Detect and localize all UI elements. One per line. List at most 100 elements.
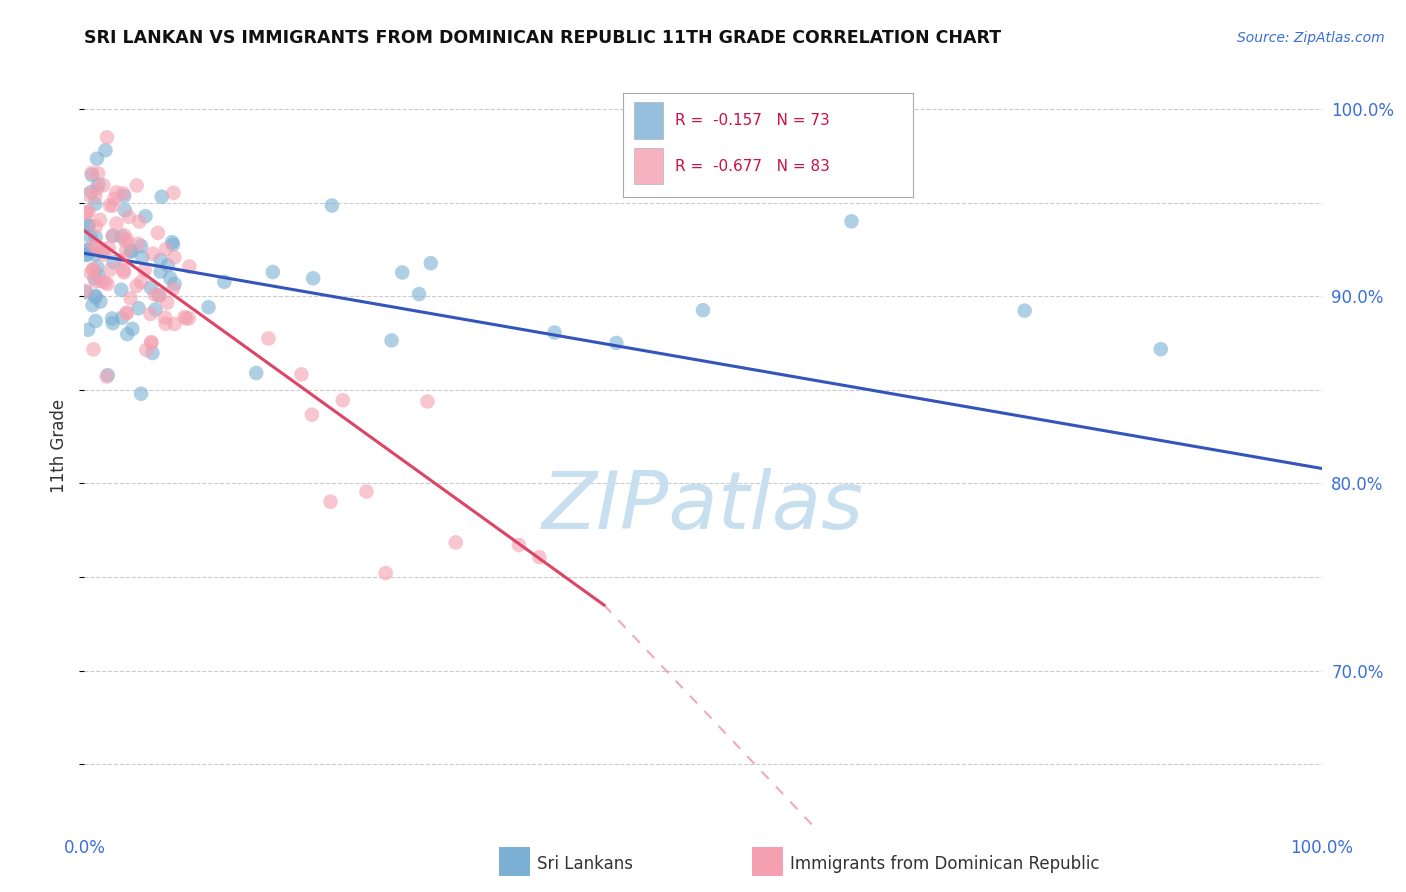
Point <box>374 566 396 580</box>
Point <box>75 206 97 220</box>
Point <box>111 252 134 267</box>
Point <box>101 199 124 213</box>
Point <box>139 280 162 294</box>
Point <box>112 186 135 201</box>
Point <box>84 290 107 304</box>
Point <box>115 233 138 247</box>
Point <box>163 317 186 331</box>
Point <box>120 244 142 259</box>
Point <box>105 186 128 200</box>
Point <box>111 310 134 325</box>
Point <box>141 346 163 360</box>
Point <box>162 237 184 252</box>
Point <box>77 219 100 233</box>
Point <box>163 277 186 291</box>
Point <box>79 266 101 280</box>
Point <box>94 143 117 157</box>
Point <box>75 284 97 298</box>
Text: Source: ZipAtlas.com: Source: ZipAtlas.com <box>1237 31 1385 45</box>
Point <box>319 494 342 508</box>
Point <box>98 198 121 212</box>
Point <box>87 178 110 192</box>
Point <box>84 189 107 203</box>
Point <box>84 219 107 234</box>
Point <box>82 262 104 277</box>
Point <box>146 226 169 240</box>
Point <box>332 393 354 408</box>
Point <box>114 235 136 249</box>
Point <box>444 535 467 549</box>
Point <box>257 331 280 345</box>
Point <box>149 288 172 302</box>
Point <box>156 258 179 272</box>
Point <box>841 214 863 228</box>
Point <box>82 343 104 357</box>
Point <box>131 251 153 265</box>
Point <box>93 178 115 193</box>
Point <box>84 197 107 211</box>
Point <box>141 335 163 350</box>
Point <box>214 275 236 289</box>
Point <box>129 386 152 401</box>
Point <box>96 130 118 145</box>
Point <box>110 283 132 297</box>
Text: Immigrants from Dominican Republic: Immigrants from Dominican Republic <box>790 855 1099 873</box>
Point <box>77 323 100 337</box>
Point <box>163 251 186 265</box>
Point <box>150 190 173 204</box>
Point <box>290 368 312 382</box>
Point <box>112 228 135 243</box>
Point <box>103 192 125 206</box>
Point <box>84 314 107 328</box>
Point <box>179 260 201 274</box>
Point <box>112 189 135 203</box>
Point <box>125 279 148 293</box>
Text: SRI LANKAN VS IMMIGRANTS FROM DOMINICAN REPUBLIC 11TH GRADE CORRELATION CHART: SRI LANKAN VS IMMIGRANTS FROM DOMINICAN … <box>84 29 1001 47</box>
Point <box>262 265 284 279</box>
Point <box>145 302 167 317</box>
Point <box>111 229 134 244</box>
Point <box>118 210 141 224</box>
Point <box>160 235 183 249</box>
Point <box>142 246 165 260</box>
Point <box>89 212 111 227</box>
Point <box>120 291 142 305</box>
Point <box>77 243 100 257</box>
Point <box>84 289 107 303</box>
Point <box>94 275 117 289</box>
Point <box>75 247 97 261</box>
Point <box>105 217 128 231</box>
Point <box>86 182 108 196</box>
Point <box>134 209 156 223</box>
Point <box>114 203 136 218</box>
Point <box>162 282 184 296</box>
Point <box>101 228 124 243</box>
Point <box>77 218 100 232</box>
Point <box>84 230 107 244</box>
Point <box>141 335 163 350</box>
Point <box>692 303 714 318</box>
Point <box>155 317 177 331</box>
Point <box>139 307 162 321</box>
Point <box>135 343 157 357</box>
Point <box>90 274 112 288</box>
Point <box>101 311 124 326</box>
Point <box>76 244 98 258</box>
Point <box>89 294 111 309</box>
Point <box>529 550 551 565</box>
Point <box>301 408 323 422</box>
Point <box>86 260 108 274</box>
Point <box>127 236 149 251</box>
Point <box>508 538 530 552</box>
Point <box>419 256 441 270</box>
Point <box>134 263 156 277</box>
Point <box>302 271 325 285</box>
Point <box>77 204 100 219</box>
Point <box>356 484 378 499</box>
Point <box>82 298 104 312</box>
Text: ZIPatlas: ZIPatlas <box>541 468 865 547</box>
Y-axis label: 11th Grade: 11th Grade <box>51 399 69 493</box>
Point <box>121 322 143 336</box>
Point <box>115 306 138 320</box>
Point <box>156 295 179 310</box>
